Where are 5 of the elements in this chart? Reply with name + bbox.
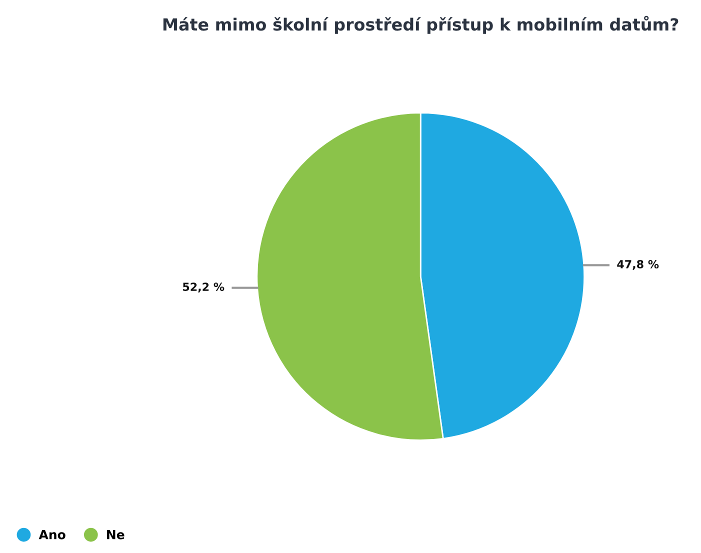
data-label: 47,8 % [617,260,659,270]
chart-title: Máte mimo školní prostředí přístup k mobilním datům? [163,16,678,34]
legend-label: Ano [38,530,66,540]
data-label: 52,2 % [183,282,224,292]
legend-label: Ne [107,530,124,540]
